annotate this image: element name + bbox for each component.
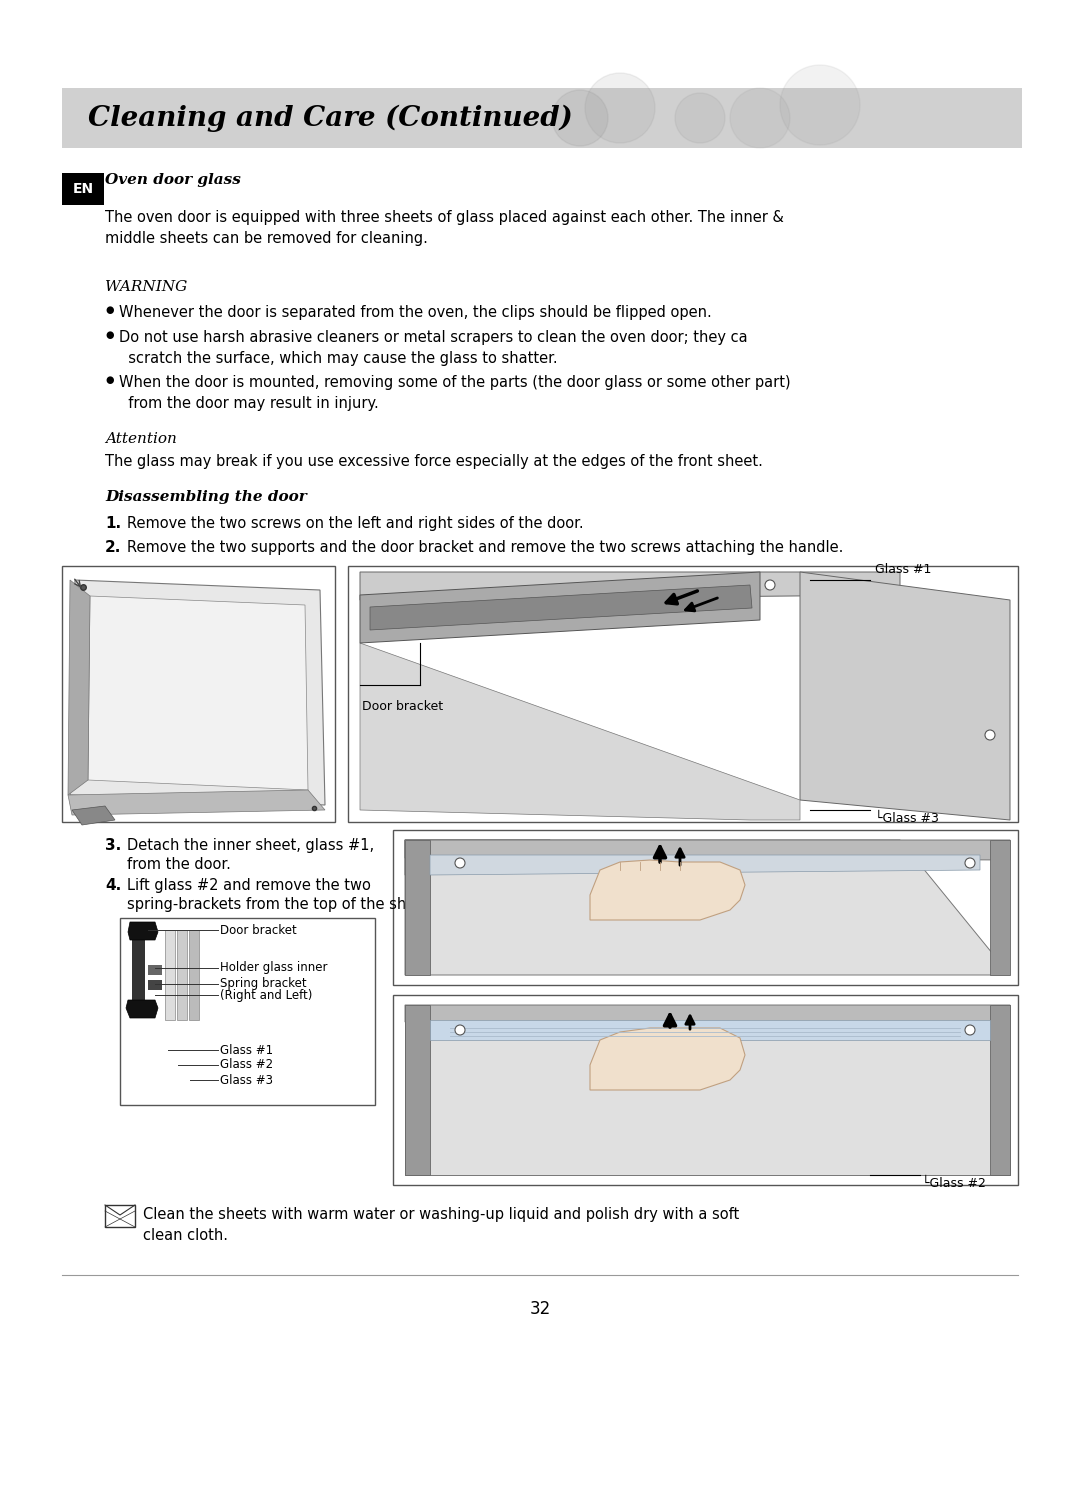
Polygon shape bbox=[370, 585, 752, 630]
Polygon shape bbox=[72, 805, 114, 825]
Text: 2.: 2. bbox=[105, 539, 121, 554]
Polygon shape bbox=[87, 596, 308, 791]
Polygon shape bbox=[405, 1005, 1010, 1175]
Circle shape bbox=[455, 1025, 465, 1036]
Polygon shape bbox=[360, 572, 900, 600]
Text: Disassembling the door: Disassembling the door bbox=[105, 490, 307, 504]
Bar bbox=[120, 918, 375, 1106]
Text: Whenever the door is separated from the oven, the clips should be flipped open.: Whenever the door is separated from the … bbox=[119, 305, 712, 319]
Polygon shape bbox=[68, 791, 325, 814]
Polygon shape bbox=[126, 1000, 158, 1018]
Text: The glass may break if you use excessive force especially at the edges of the fr: The glass may break if you use excessive… bbox=[105, 455, 762, 470]
Bar bbox=[62, 88, 1022, 149]
Bar bbox=[62, 172, 104, 205]
Circle shape bbox=[675, 94, 725, 143]
Text: Holder glass inner: Holder glass inner bbox=[220, 961, 327, 975]
Circle shape bbox=[966, 1025, 975, 1036]
Polygon shape bbox=[590, 1028, 745, 1091]
Polygon shape bbox=[405, 840, 1010, 975]
Polygon shape bbox=[990, 840, 1010, 975]
Polygon shape bbox=[70, 580, 325, 805]
Text: └Glass #2: └Glass #2 bbox=[922, 1177, 986, 1190]
Bar bbox=[105, 1205, 135, 1227]
Text: 4.: 4. bbox=[105, 878, 121, 893]
Polygon shape bbox=[405, 1005, 1010, 1025]
Text: └Glass #3: └Glass #3 bbox=[875, 811, 939, 825]
Polygon shape bbox=[148, 964, 162, 975]
Text: The oven door is equipped with three sheets of glass placed against each other. : The oven door is equipped with three she… bbox=[105, 210, 784, 247]
Text: Glass #1: Glass #1 bbox=[220, 1043, 273, 1057]
Polygon shape bbox=[430, 1019, 990, 1040]
Text: WARNING: WARNING bbox=[105, 279, 187, 294]
Polygon shape bbox=[177, 930, 187, 1019]
Polygon shape bbox=[405, 1005, 430, 1175]
Text: Oven door glass: Oven door glass bbox=[105, 172, 241, 187]
Bar bbox=[393, 996, 1018, 1184]
Polygon shape bbox=[148, 979, 162, 990]
Circle shape bbox=[985, 730, 995, 740]
Circle shape bbox=[585, 73, 654, 143]
Text: ●: ● bbox=[105, 374, 113, 385]
Polygon shape bbox=[800, 572, 1010, 820]
Polygon shape bbox=[405, 840, 1010, 860]
Text: EN: EN bbox=[72, 181, 94, 196]
Bar bbox=[348, 566, 1018, 822]
Polygon shape bbox=[990, 1005, 1010, 1175]
Text: ●: ● bbox=[105, 330, 113, 340]
Circle shape bbox=[455, 857, 465, 868]
Text: Do not use harsh abrasive cleaners or metal scrapers to clean the oven door; the: Do not use harsh abrasive cleaners or me… bbox=[119, 330, 747, 366]
Text: Door bracket: Door bracket bbox=[220, 923, 297, 936]
Text: Door bracket: Door bracket bbox=[362, 700, 443, 713]
Polygon shape bbox=[360, 572, 760, 643]
Circle shape bbox=[552, 91, 608, 146]
Polygon shape bbox=[590, 860, 745, 920]
Circle shape bbox=[765, 580, 775, 590]
Polygon shape bbox=[165, 930, 175, 1019]
Bar bbox=[393, 831, 1018, 985]
Text: Attention: Attention bbox=[105, 432, 177, 446]
Text: Remove the two screws on the left and right sides of the door.: Remove the two screws on the left and ri… bbox=[127, 516, 583, 531]
Text: When the door is mounted, removing some of the parts (the door glass or some oth: When the door is mounted, removing some … bbox=[119, 374, 791, 412]
Polygon shape bbox=[189, 930, 199, 1019]
Text: Spring bracket: Spring bracket bbox=[220, 978, 307, 991]
Text: 3.: 3. bbox=[105, 838, 121, 853]
Circle shape bbox=[730, 88, 789, 149]
Text: Lift glass #2 and remove the two: Lift glass #2 and remove the two bbox=[127, 878, 370, 893]
Text: 32: 32 bbox=[529, 1300, 551, 1318]
Text: spring-brackets from the top of the sheet.: spring-brackets from the top of the shee… bbox=[127, 898, 435, 912]
Text: from the door.: from the door. bbox=[127, 857, 231, 872]
Polygon shape bbox=[132, 941, 145, 1000]
Text: 1.: 1. bbox=[105, 516, 121, 531]
Polygon shape bbox=[405, 840, 430, 975]
Text: Clean the sheets with warm water or washing-up liquid and polish dry with a soft: Clean the sheets with warm water or wash… bbox=[143, 1207, 739, 1242]
Text: Cleaning and Care (Continued): Cleaning and Care (Continued) bbox=[87, 104, 572, 132]
Text: ●: ● bbox=[105, 305, 113, 315]
Polygon shape bbox=[129, 921, 158, 941]
Circle shape bbox=[780, 65, 860, 146]
Polygon shape bbox=[130, 924, 148, 941]
Polygon shape bbox=[68, 580, 90, 795]
Bar bbox=[62, 566, 335, 822]
Text: Remove the two supports and the door bracket and remove the two screws attaching: Remove the two supports and the door bra… bbox=[127, 539, 843, 554]
Circle shape bbox=[966, 857, 975, 868]
Text: (Right and Left): (Right and Left) bbox=[220, 988, 312, 1002]
Polygon shape bbox=[405, 840, 550, 875]
Polygon shape bbox=[360, 643, 800, 820]
Text: Glass #2: Glass #2 bbox=[220, 1058, 273, 1071]
Text: Glass #1: Glass #1 bbox=[875, 563, 931, 577]
Polygon shape bbox=[430, 854, 980, 875]
Text: Detach the inner sheet, glass #1,: Detach the inner sheet, glass #1, bbox=[127, 838, 374, 853]
Text: Glass #3: Glass #3 bbox=[220, 1073, 273, 1086]
